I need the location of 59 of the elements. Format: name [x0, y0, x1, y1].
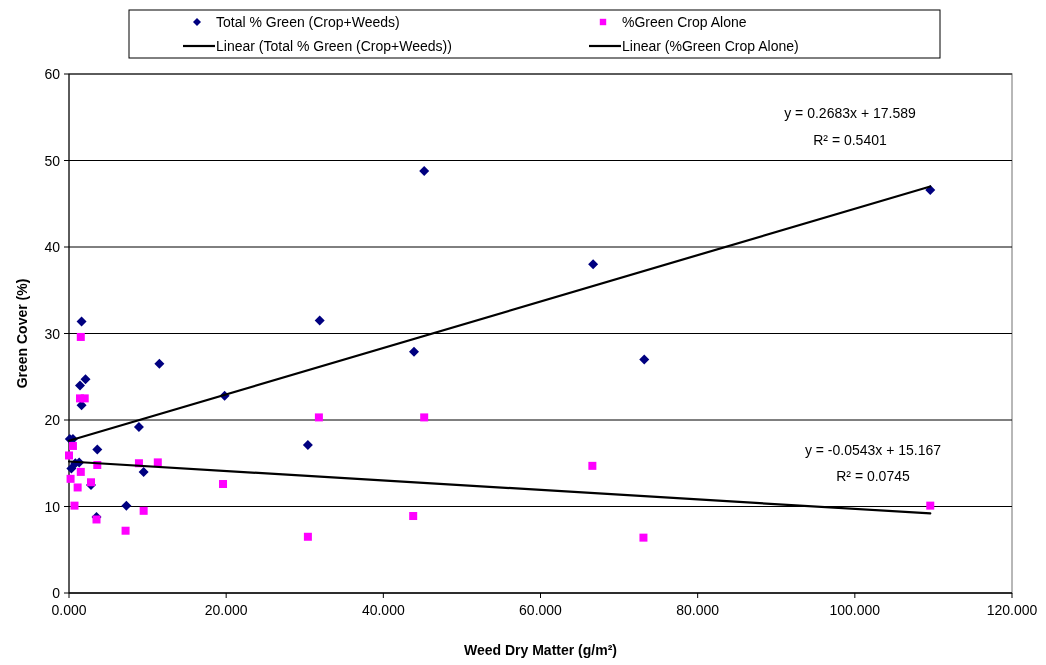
- point: [70, 501, 79, 510]
- point: [121, 526, 130, 535]
- annotation: R² = 0.5401: [813, 132, 887, 148]
- y-tick-label: 10: [44, 498, 61, 515]
- point: [303, 532, 312, 541]
- point: [420, 413, 429, 422]
- annotation: y = -0.0543x + 15.167: [804, 442, 942, 458]
- legend-label: Total % Green (Crop+Weeds): [216, 14, 400, 30]
- point: [66, 463, 77, 474]
- point: [139, 506, 148, 515]
- y-tick-label: 50: [44, 152, 61, 169]
- point: [66, 474, 75, 483]
- point: [76, 394, 84, 403]
- x-tick-label: 80.000: [676, 602, 720, 618]
- legend-label: Linear (Total % Green (Crop+Weeds)): [216, 38, 452, 54]
- y-tick-label: 0: [52, 585, 61, 601]
- legend-label: Linear (%Green Crop Alone): [622, 38, 799, 54]
- y-tick-label: 40: [44, 239, 61, 255]
- x-tick-label: 100.000: [829, 602, 881, 618]
- point: [314, 413, 323, 422]
- x-tick-label: 0.000: [51, 602, 87, 618]
- point: [76, 316, 87, 327]
- point: [588, 461, 597, 470]
- point: [153, 458, 162, 467]
- point: [419, 165, 430, 176]
- x-axis-title: Weed Dry Matter (g/m²): [464, 642, 617, 658]
- point: [92, 515, 101, 524]
- point: [65, 451, 73, 460]
- point: [76, 332, 85, 341]
- point: [76, 467, 85, 476]
- point: [219, 480, 228, 489]
- point: [588, 259, 599, 270]
- point: [409, 512, 418, 521]
- point: [302, 440, 313, 451]
- legend-label: %Green Crop Alone: [622, 14, 747, 30]
- point: [92, 444, 103, 455]
- y-tick-label: 60: [44, 66, 61, 82]
- point: [68, 441, 77, 450]
- point: [639, 533, 648, 542]
- y-axis-title: Green Cover (%): [14, 278, 30, 389]
- point: [133, 421, 144, 432]
- point: [154, 358, 165, 369]
- point: [138, 466, 149, 477]
- point: [314, 315, 325, 326]
- annotation: R² = 0.0745: [836, 468, 910, 484]
- point: [75, 380, 85, 391]
- point: [73, 483, 82, 492]
- annotation: y = 0.2683x + 17.589: [784, 105, 916, 121]
- point: [639, 354, 650, 365]
- x-tick-label: 120.000: [986, 602, 1038, 618]
- point: [121, 500, 132, 511]
- point: [80, 374, 91, 385]
- point: [926, 501, 935, 510]
- x-tick-label: 60.000: [519, 602, 563, 618]
- point: [408, 346, 419, 357]
- x-tick-label: 40.000: [361, 602, 405, 618]
- y-tick-label: 30: [44, 325, 61, 342]
- y-tick-label: 20: [44, 412, 61, 428]
- x-tick-label: 20.000: [204, 602, 248, 618]
